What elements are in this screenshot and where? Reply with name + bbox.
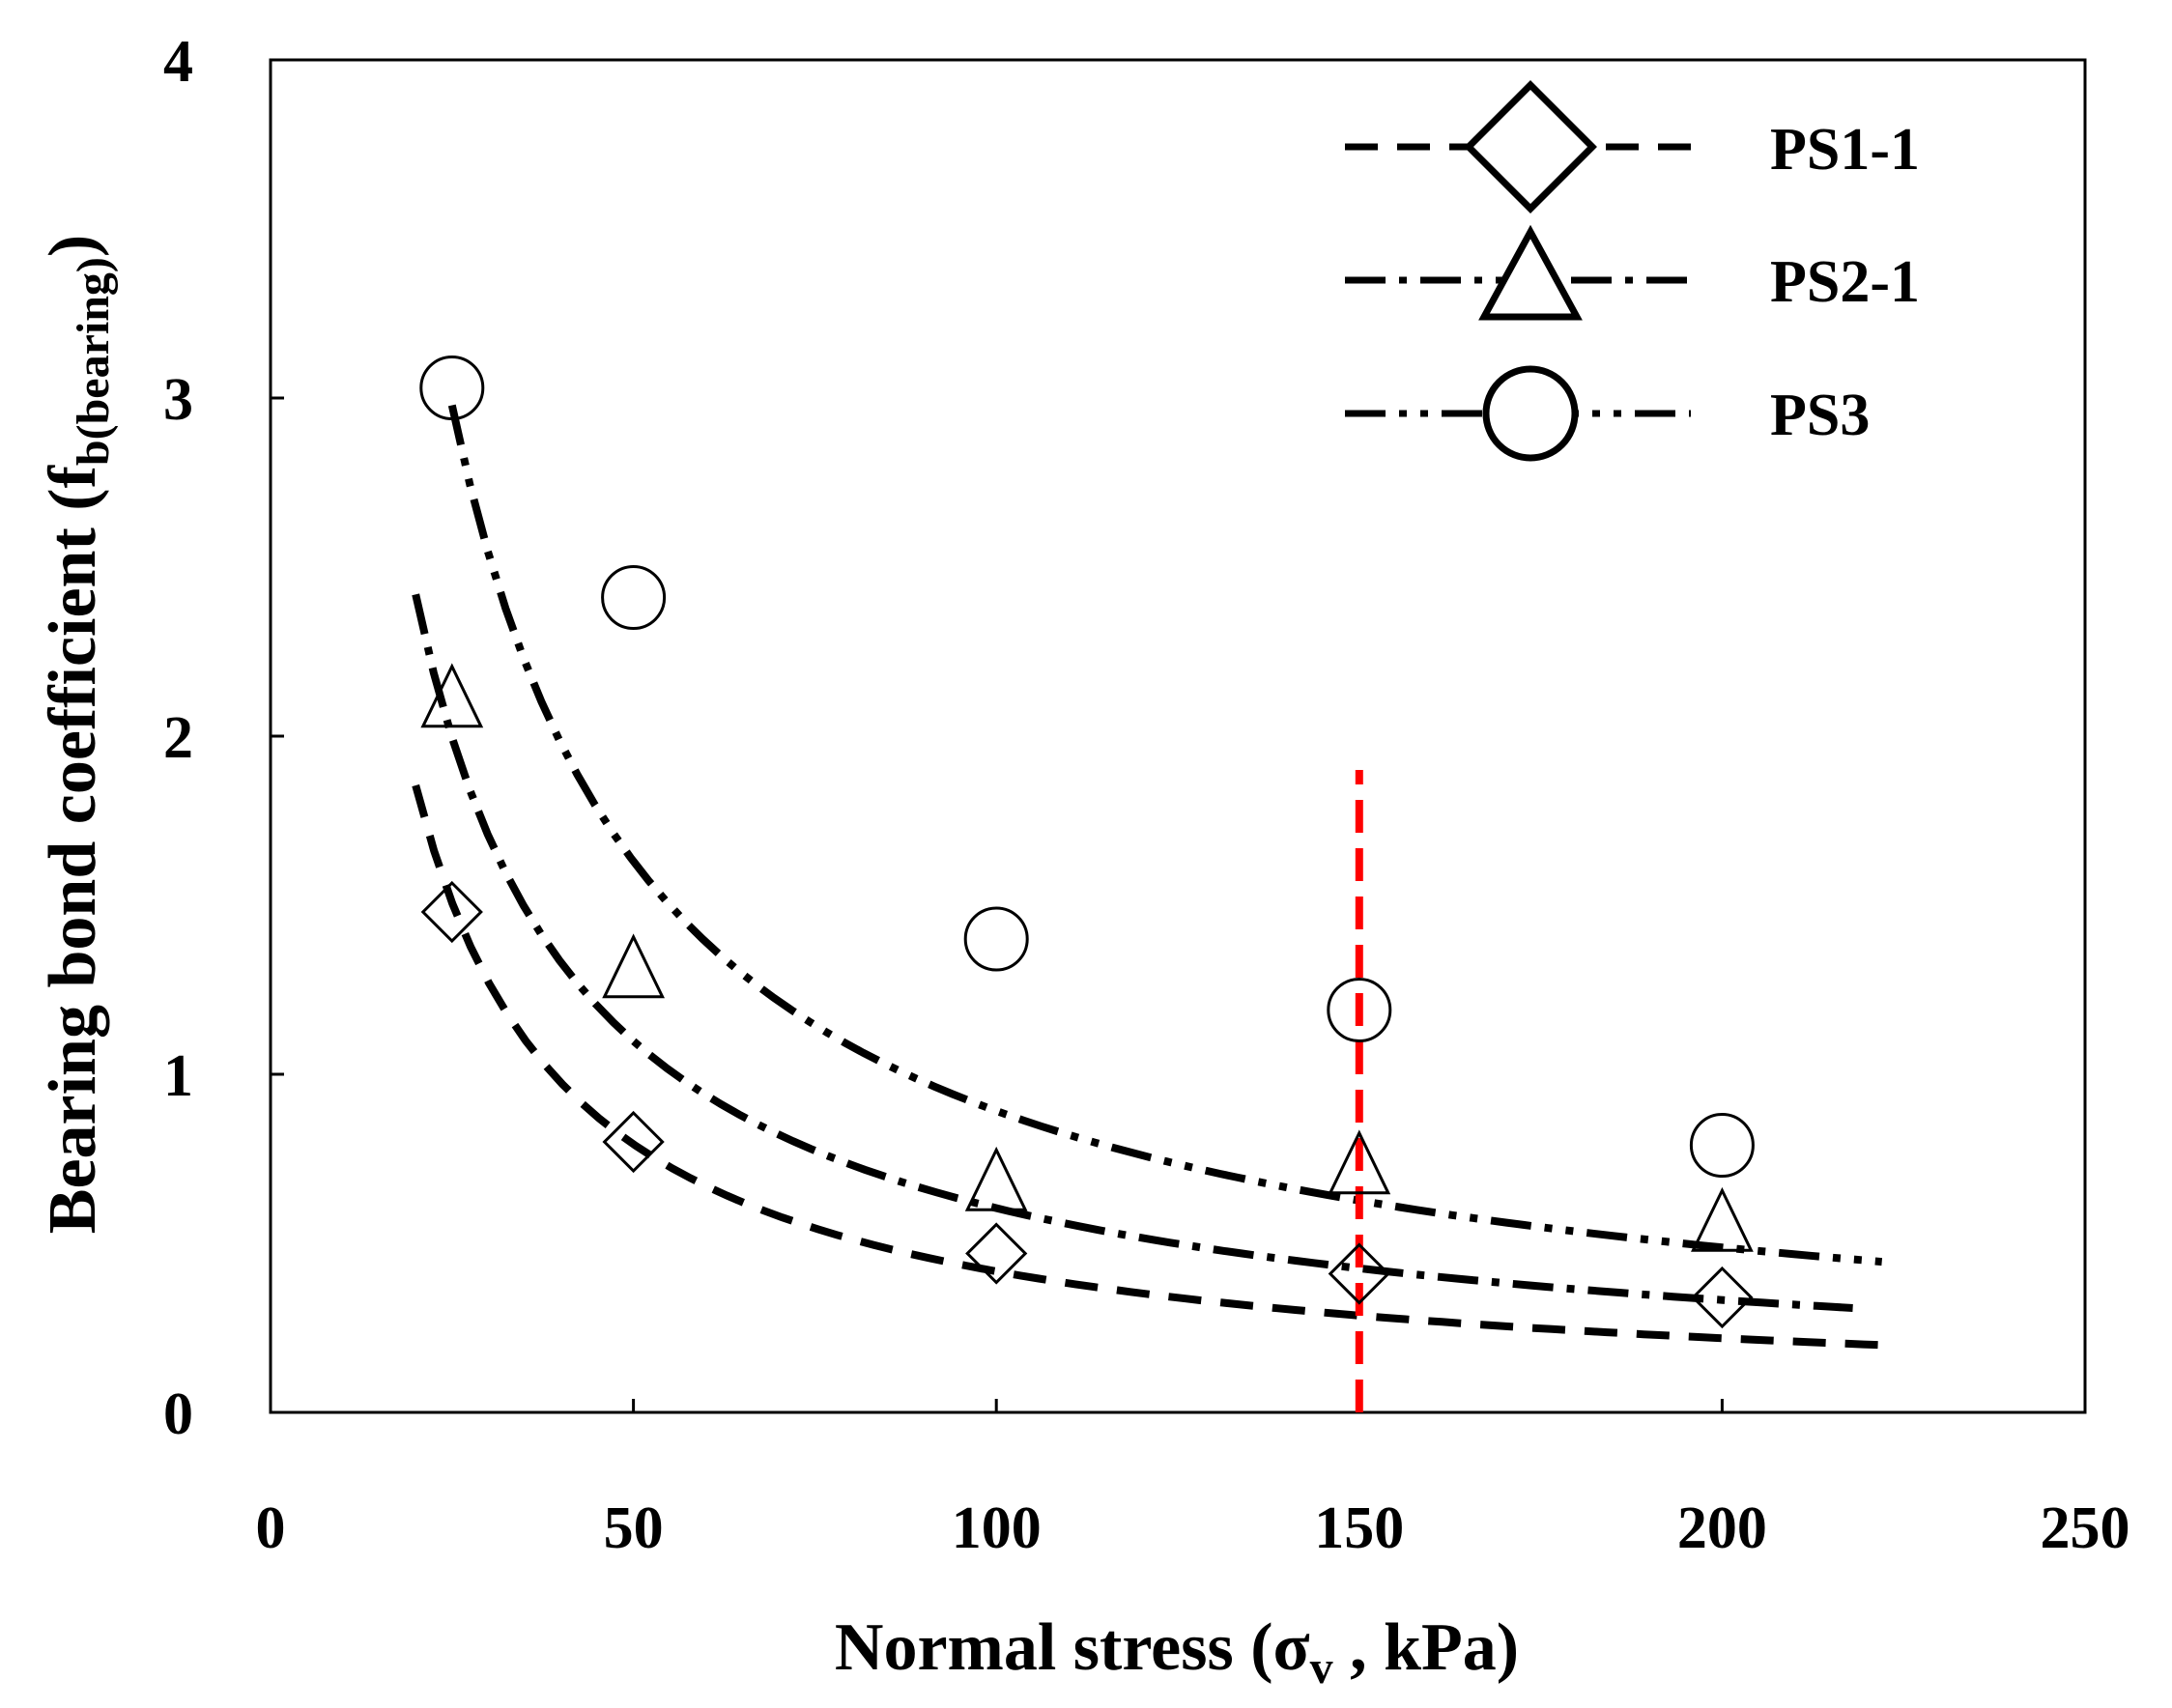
y-tick-label: 1 [163, 1043, 193, 1109]
data-point-ps2-1 [420, 663, 484, 728]
x-axis-title: Normal stress (σv , kPa) [835, 1610, 1519, 1694]
data-point-ps1-1 [1691, 1266, 1754, 1329]
y-tick-label: 0 [163, 1381, 193, 1447]
legend-label-ps1-1: PS1-1 [1770, 117, 1920, 183]
y-axis-title-main: Bearing bond coefficient (f [36, 465, 110, 1234]
legend-label-ps2-1: PS2-1 [1770, 249, 1920, 315]
legend-circle-icon [1482, 365, 1579, 462]
y-tick-label: 4 [163, 29, 193, 95]
trend-line-ps3 [447, 404, 1883, 1267]
x-tick-label: 100 [952, 1495, 1042, 1561]
data-point-ps1-1 [965, 1222, 1028, 1285]
data-point-ps3 [1689, 1113, 1755, 1178]
y-axis-title-tail: ) [36, 235, 110, 257]
y-tick-label: 3 [163, 367, 193, 433]
data-point-ps1-1 [420, 880, 483, 944]
x-tick-label: 0 [256, 1495, 286, 1561]
y-tick-label: 2 [163, 705, 193, 771]
legend-label-ps3: PS3 [1770, 383, 1870, 448]
legend-diamond-icon [1464, 80, 1597, 214]
data-point-ps2-1 [602, 933, 665, 999]
x-axis-title-subscript: v [1310, 1642, 1333, 1694]
x-tick-label: 50 [604, 1495, 664, 1561]
x-tick-label: 200 [1677, 1495, 1767, 1561]
legend-entry-ps3: PS3 [1345, 365, 1870, 462]
data-point-ps2-1 [1691, 1186, 1754, 1252]
data-point-ps3 [963, 906, 1029, 972]
y-axis-title: Bearing bond coefficient (fb(bearing)) [36, 235, 119, 1234]
data-point-ps2-1 [1328, 1129, 1391, 1195]
y-axis-tick-labels: 0 1 2 3 4 [163, 29, 193, 1447]
data-point-ps2-1 [964, 1146, 1028, 1211]
legend-entry-ps2-1: PS2-1 [1345, 224, 1920, 321]
data-point-ps3 [601, 565, 667, 630]
y-axis-title-subscript: b(bearing) [68, 257, 119, 466]
data-point-ps1-1 [602, 1110, 665, 1174]
legend: PS1-1 PS2-1 PS3 [1345, 80, 1920, 462]
x-tick-label: 150 [1314, 1495, 1404, 1561]
legend-entry-ps1-1: PS1-1 [1345, 80, 1920, 214]
data-point-ps3 [1327, 978, 1392, 1042]
x-axis-tick-labels: 0 50 100 150 200 250 [256, 1495, 2130, 1561]
trend-line-ps1-1 [412, 783, 1882, 1350]
y-axis-ticks [271, 58, 284, 1414]
trend-lines [412, 404, 1883, 1350]
data-point-ps3 [419, 356, 485, 420]
data-point-ps1-1 [1328, 1242, 1390, 1305]
legend-triangle-icon [1478, 224, 1583, 321]
x-tick-label: 250 [2041, 1495, 2130, 1561]
data-markers [419, 356, 1755, 1329]
x-axis-ticks [269, 1399, 2087, 1412]
x-axis-title-tail: , kPa) [1333, 1610, 1520, 1685]
x-axis-title-main: Normal stress (σ [835, 1610, 1310, 1685]
trend-line-ps2-1 [412, 593, 1853, 1312]
